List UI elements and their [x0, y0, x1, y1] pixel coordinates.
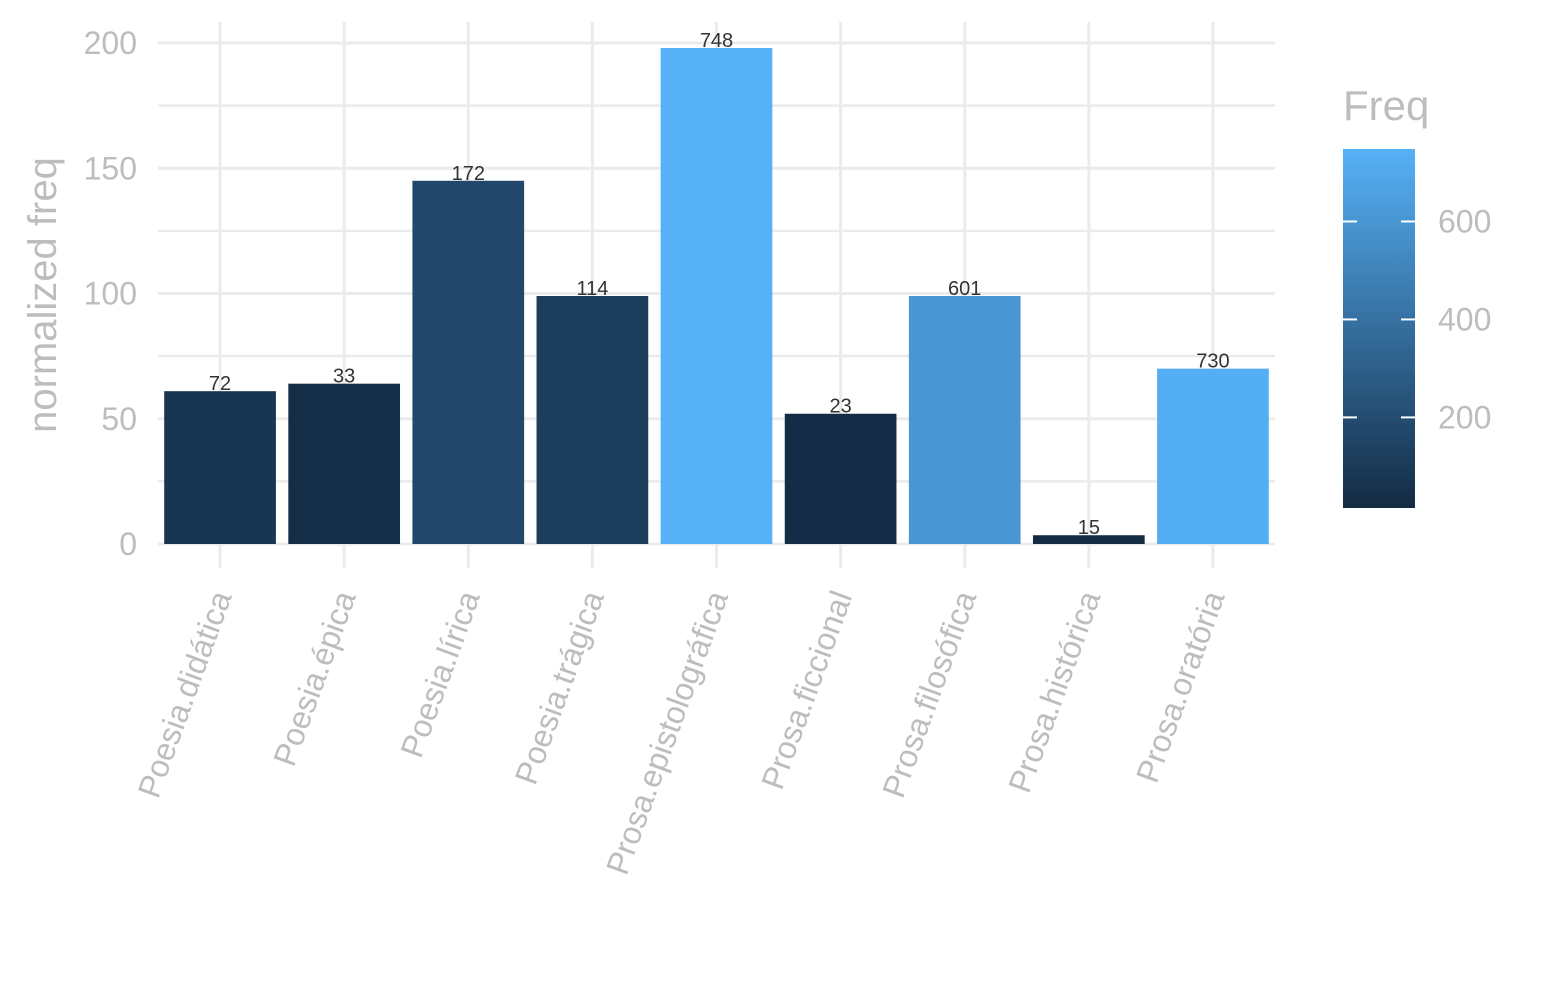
- x-tick-label: Prosa.filosófica: [875, 586, 983, 802]
- x-tick-label: Prosa.oratória: [1129, 586, 1232, 787]
- x-tick-label: Poesia.didática: [131, 586, 239, 802]
- legend-tick-label: 200: [1438, 399, 1491, 435]
- bar-value-label: 730: [1196, 351, 1229, 373]
- bar: [1157, 368, 1269, 544]
- bar: [908, 296, 1021, 544]
- x-tick-label: Prosa.ficcional: [754, 586, 859, 794]
- bar-value-label: 114: [576, 278, 608, 300]
- x-tick-label: Prosa.epistolográfica: [599, 586, 735, 879]
- bar: [164, 391, 276, 544]
- y-axis-title: normalized freq: [21, 157, 65, 433]
- legend-colorbar: [1343, 149, 1415, 508]
- y-tick-label: 150: [84, 150, 137, 186]
- x-axis-ticks: Poesia.didática Poesia.épica Poesia.lírica…: [131, 586, 1232, 879]
- legend-title: Freq: [1343, 82, 1429, 129]
- x-tick-label: Poesia.lírica: [393, 586, 487, 762]
- bars: [164, 48, 1269, 544]
- bar-value-label: 748: [700, 30, 733, 52]
- bar-value-label: 33: [333, 366, 355, 388]
- bar-value-label: 172: [452, 163, 485, 185]
- y-tick-label: 50: [101, 401, 137, 437]
- legend-ticks: 200 400 600: [1343, 203, 1491, 435]
- y-axis-ticks: 0 50 100 150 200: [84, 25, 137, 562]
- bar: [536, 296, 649, 544]
- bar: [288, 383, 401, 544]
- bar: [660, 48, 773, 544]
- bar: [1032, 535, 1145, 544]
- color-legend: Freq 200 400 600: [1343, 82, 1491, 508]
- y-tick-label: 0: [119, 526, 137, 562]
- bar-value-label: 601: [948, 278, 981, 300]
- bar-value-label: 72: [209, 373, 231, 395]
- bar: [784, 413, 897, 544]
- legend-tick-label: 400: [1438, 301, 1491, 337]
- bar-value-label: 23: [829, 396, 851, 418]
- legend-tick-label: 600: [1438, 203, 1491, 239]
- y-tick-label: 200: [84, 25, 137, 61]
- x-tick-label: Poesia.trágica: [508, 586, 611, 789]
- bar-value-label: 15: [1078, 517, 1100, 539]
- bar: [412, 180, 525, 544]
- y-tick-label: 100: [84, 276, 137, 312]
- x-tick-label: Poesia.épica: [266, 586, 363, 771]
- x-tick-label: Prosa.histórica: [1001, 586, 1107, 797]
- bar-labels: 72 33 172 114 748 23 601 15 730: [209, 30, 1230, 539]
